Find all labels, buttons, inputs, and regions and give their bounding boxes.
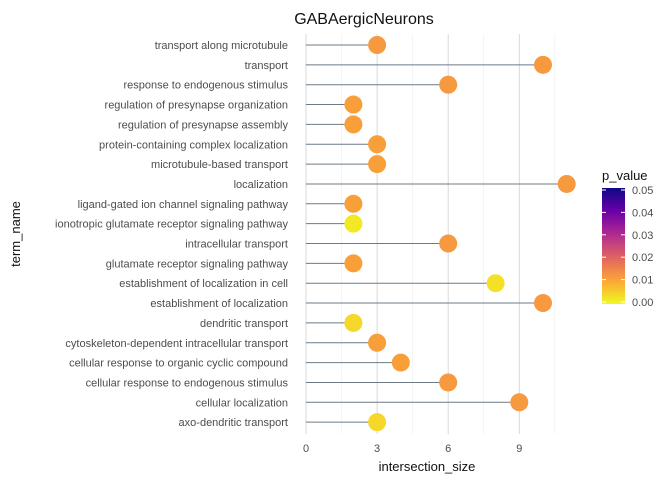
legend-colorbar (602, 188, 625, 304)
y-tick-label: establishment of localization (150, 298, 288, 310)
legend-tick-label: 0.05 (632, 185, 653, 197)
legend-tick-label: 0.03 (632, 230, 653, 242)
y-tick-label: establishment of localization in cell (119, 278, 288, 290)
lollipop-point (439, 373, 458, 392)
lollipop-point (439, 75, 458, 94)
x-axis-title: intersection_size (379, 459, 476, 474)
y-axis-title: term_name (8, 201, 23, 267)
y-tick-label: dendritic transport (200, 318, 288, 330)
y-tick-label: transport along microtubule (155, 40, 288, 52)
y-tick-label: ionotropic glutamate receptor signaling … (55, 219, 288, 231)
lollipop-point (368, 135, 387, 154)
lollipop-point (439, 234, 458, 253)
y-axis-labels: transport along microtubule transport resp… (55, 40, 288, 429)
legend-ticks: 0.05 0.04 0.03 0.02 0.01 0.00 (602, 185, 653, 309)
y-tick-label: axo-dendritic transport (179, 417, 288, 429)
lollipop-point (534, 294, 552, 313)
lollipop-point (344, 194, 363, 213)
lollipop-point (344, 313, 363, 332)
lollipop-point (534, 55, 552, 74)
y-tick-label: microtubule-based transport (151, 159, 288, 171)
legend-title: p_value (602, 168, 648, 183)
plot-grid (305, 34, 556, 434)
lollipop-point (344, 95, 363, 114)
y-tick-label: localization (234, 179, 288, 191)
y-tick-label: transport (245, 60, 288, 72)
lollipop-point (368, 36, 387, 54)
x-tick-label: 0 (303, 443, 309, 455)
x-tick-label: 3 (374, 443, 380, 455)
y-tick-label: cytoskeleton-dependent intracellular tra… (65, 338, 288, 350)
y-tick-label: regulation of presynapse organization (105, 100, 288, 112)
lollipop-point (368, 413, 387, 432)
color-legend: p_value 0.05 0.04 0.03 0.02 0.01 0.00 (602, 168, 653, 309)
points (344, 36, 576, 432)
y-tick-label: cellular response to organic cyclic comp… (69, 358, 288, 370)
lollipop-point (368, 333, 387, 352)
y-tick-label: cellular localization (196, 397, 288, 409)
y-tick-label: regulation of presynapse assembly (118, 119, 288, 131)
y-tick-label: glutamate receptor signaling pathway (106, 258, 289, 270)
x-axis-labels: 0 3 6 9 (303, 443, 522, 455)
lollipop-point (557, 174, 576, 193)
legend-tick-label: 0.01 (632, 275, 653, 287)
x-tick-label: 6 (445, 443, 451, 455)
chart-title: GABAergicNeurons (294, 11, 434, 28)
y-tick-label: protein-containing complex localization (99, 139, 288, 151)
lollipop-point (344, 254, 363, 273)
y-tick-label: intracellular transport (185, 239, 288, 251)
lollipop-point (486, 274, 505, 293)
legend-tick-label: 0.04 (632, 207, 653, 219)
y-tick-label: response to endogenous stimulus (124, 80, 289, 92)
lollipop-point (344, 214, 363, 233)
lollipop-point (391, 353, 410, 372)
y-tick-label: ligand-gated ion channel signaling pathw… (78, 199, 289, 211)
lollipop-point (368, 155, 387, 174)
legend-tick-label: 0.02 (632, 252, 653, 264)
legend-tick-label: 0.00 (632, 297, 653, 309)
lollipop-point (510, 393, 529, 412)
x-tick-label: 9 (516, 443, 522, 455)
lollipop-point (344, 115, 363, 134)
y-tick-label: cellular response to endogenous stimulus (86, 377, 289, 389)
